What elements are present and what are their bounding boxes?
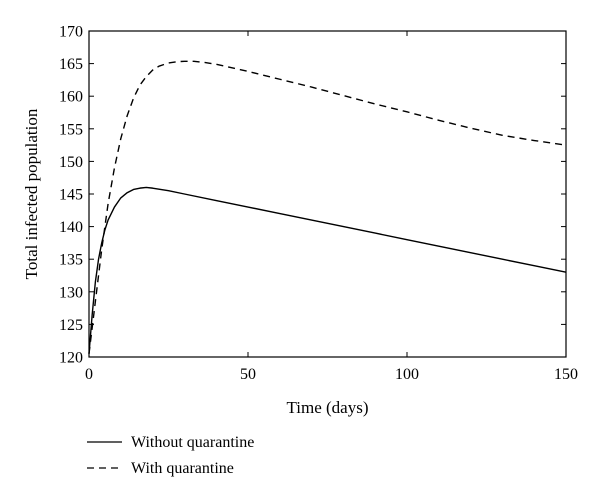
legend: Without quarantine With quarantine [87, 434, 254, 477]
x-axis-label: Time (days) [286, 398, 368, 417]
y-tick-label: 130 [59, 284, 83, 301]
x-tick-label: 0 [85, 366, 93, 383]
y-tick-label: 165 [59, 56, 83, 73]
plot-frame [88, 30, 567, 358]
plot-area: 120 125 130 135 140 145 150 155 160 165 170 0 50 100 1… [59, 24, 578, 384]
y-tick-label: 120 [59, 350, 83, 367]
x-tick-label: 50 [240, 366, 256, 383]
y-tick-label: 160 [59, 89, 83, 106]
legend-label-with-quarantine: With quarantine [131, 460, 234, 477]
y-tick-label: 145 [59, 187, 83, 204]
y-tick-label: 125 [59, 317, 83, 334]
ticks-layer: 120 125 130 135 140 145 150 155 160 165 170 0 50 100 1… [59, 24, 578, 384]
series-layer [88, 60, 567, 354]
y-tick-label: 135 [59, 252, 83, 269]
y-tick-label: 155 [59, 121, 83, 138]
y-axis-label: Total infected population [22, 108, 41, 279]
series-line-with-quarantine [88, 60, 567, 354]
x-tick-label: 150 [554, 366, 578, 383]
x-tick-label: 100 [395, 366, 419, 383]
series-line-without-quarantine [88, 186, 567, 354]
y-tick-label: 150 [59, 154, 83, 171]
y-tick-label: 170 [59, 24, 83, 41]
y-tick-label: 140 [59, 219, 83, 236]
legend-label-without-quarantine: Without quarantine [131, 434, 254, 451]
